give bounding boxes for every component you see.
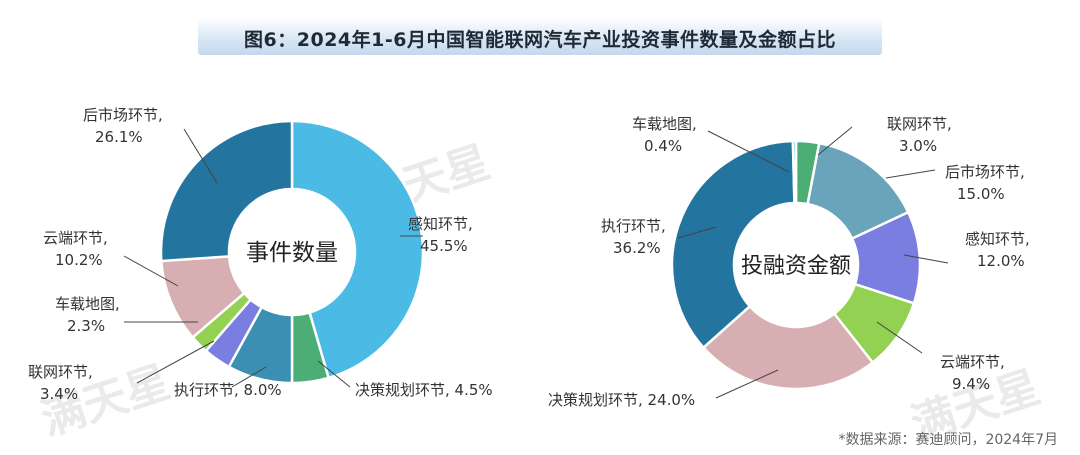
slice-2-7 [791, 139, 798, 205]
leader-line-1-4 [136, 340, 215, 384]
slice-1-1 [290, 119, 425, 380]
slice-value-2-2: 15.0% [957, 185, 1005, 203]
slice-value-2-6: 36.2% [613, 239, 661, 257]
leader-line-1-2 [317, 360, 351, 388]
leader-line-2-1 [817, 126, 853, 156]
leader-line-2-3 [903, 254, 949, 264]
slice-2-6 [670, 139, 796, 350]
slice-value-1-6: 10.2% [55, 251, 103, 269]
slice-name-2-3: 感知环节, [965, 230, 1030, 248]
slice-name-1-4: 联网环节, [28, 363, 93, 381]
center-label-1: 事件数量 [246, 240, 338, 266]
slice-name-2-2: 后市场环节, [945, 163, 1025, 181]
slice-value-1-4: 3.4% [40, 385, 78, 403]
slice-value-2-7: 0.4% [644, 137, 682, 155]
slice-value-2-4: 9.4% [952, 375, 990, 393]
slice-1-7 [159, 119, 294, 263]
leader-line-1-3 [231, 366, 267, 388]
leader-line-2-5 [715, 369, 779, 399]
title-banner: 图6：2024年1-6月中国智能联网汽车产业投资事件数量及金额占比 [198, 17, 882, 55]
slice-label-1-3: 执行环节, 8.0% [174, 381, 282, 399]
chart-title: 图6：2024年1-6月中国智能联网汽车产业投资事件数量及金额占比 [244, 29, 836, 51]
slice-value-1-7: 26.1% [95, 128, 143, 146]
source-note: *数据来源：赛迪顾问，2024年7月 [838, 432, 1058, 448]
donut-hole-2 [735, 204, 857, 326]
leader-line-2-4 [876, 321, 923, 354]
slice-label-2-5: 决策规划环节, 24.0% [548, 391, 695, 409]
donut-chart-2: 投融资金额 联网环节, 3.0% 后市场环节, 15.0% 感知环节, 12.0% 云端环节,… [548, 115, 1030, 409]
donut-chart-1: 事件数量 感知环节, 45.5% 决策规划环节, 4.5% 执行环节, 8.0% 联网环节… [28, 106, 493, 403]
slice-name-2-1: 联网环节, [887, 115, 952, 133]
slice-value-2-1: 3.0% [899, 137, 937, 155]
leader-line-2-6 [677, 226, 717, 239]
slice-value-2-3: 12.0% [977, 252, 1025, 270]
leader-line-2-7 [707, 130, 790, 173]
leader-line-1-7 [183, 128, 218, 184]
slice-name-2-6: 执行环节, [601, 217, 666, 235]
slice-name-1-7: 后市场环节, [83, 106, 163, 124]
slice-name-1-1: 感知环节, [408, 215, 473, 233]
slice-name-1-5: 车载地图, [55, 295, 120, 313]
slice-name-2-7: 车载地图, [632, 115, 697, 133]
slice-name-1-6: 云端环节, [43, 229, 108, 247]
slice-name-2-4: 云端环节, [940, 353, 1005, 371]
slice-2-5 [701, 304, 875, 391]
leader-line-1-6 [123, 255, 179, 287]
slice-label-1-2: 决策规划环节, 4.5% [355, 381, 493, 399]
center-label-2: 投融资金额 [741, 254, 851, 279]
leader-line-2-2 [885, 169, 936, 179]
donut-hole-1 [230, 190, 354, 314]
slice-value-1-1: 45.5% [420, 237, 468, 255]
slice-value-1-5: 2.3% [67, 317, 105, 335]
